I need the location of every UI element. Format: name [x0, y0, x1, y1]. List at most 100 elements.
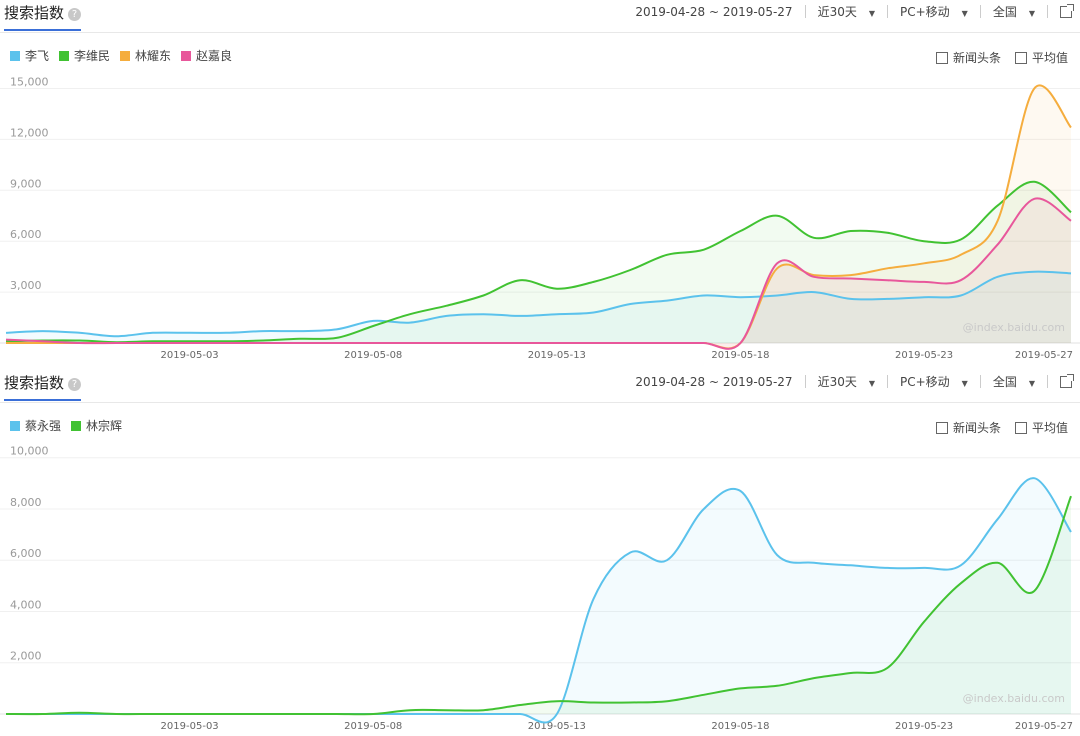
series-area	[6, 478, 1071, 723]
legend-item[interactable]: 蔡永强	[10, 417, 61, 434]
panel-header: 搜索指数? 2019-04-28 ~ 2019-05-27 近30天 ▼ PC+移…	[0, 370, 1080, 403]
x-tick-label: 2019-05-18	[711, 350, 769, 361]
line-chart-1: 15,000 12,000 9,000 6,000 3,000 2019-05-03 201…	[0, 75, 1080, 361]
series-area	[6, 198, 1071, 349]
y-tick-label: 4,000	[10, 598, 42, 611]
series-area	[6, 271, 1071, 343]
panel-header: 搜索指数? 2019-04-28 ~ 2019-05-27 近30天 ▼ PC+移…	[0, 0, 1080, 33]
series-line[interactable]	[5, 197, 1072, 350]
caret-down-icon: ▼	[1028, 379, 1035, 388]
y-tick-label: 10,000	[10, 445, 49, 458]
divider	[804, 375, 806, 388]
legend-swatch	[71, 420, 82, 431]
legend-item[interactable]: 李飞	[10, 47, 49, 64]
device-label: PC+移动	[900, 375, 950, 389]
divider	[1047, 375, 1048, 388]
title-text: 搜索指数	[4, 374, 65, 392]
legend-label: 李维民	[74, 49, 111, 63]
news-checkbox[interactable]: 新闻头条	[935, 49, 1001, 66]
period-label: 近30天	[817, 375, 857, 389]
help-icon[interactable]: ?	[68, 378, 82, 391]
series-line[interactable]	[5, 495, 1072, 716]
region-select[interactable]: 全国 ▼	[993, 3, 1035, 20]
y-tick-label: 6,000	[10, 547, 42, 560]
chart-legend: 蔡永强 林宗辉	[10, 417, 132, 434]
legend-swatch	[10, 420, 20, 431]
x-tick-label: 2019-05-13	[528, 721, 586, 732]
x-tick-label: 2019-05-03	[161, 721, 219, 732]
caret-down-icon: ▼	[1028, 9, 1035, 18]
legend-item[interactable]: 李维民	[59, 47, 110, 64]
y-tick-label: 8,000	[10, 496, 42, 509]
checkbox-box	[1014, 421, 1027, 434]
device-select[interactable]: PC+移动 ▼	[900, 3, 968, 20]
region-label: 全国	[992, 5, 1017, 19]
period-label: 近30天	[817, 5, 857, 19]
panel-controls: 2019-04-28 ~ 2019-05-27 近30天 ▼ PC+移动 ▼ 全国 ▼	[635, 373, 1074, 390]
legend-item[interactable]: 赵嘉良	[181, 47, 232, 64]
series-area	[6, 181, 1071, 343]
legend-swatch	[59, 50, 70, 61]
average-label: 平均值	[1031, 51, 1068, 65]
average-checkbox[interactable]: 平均值	[1014, 419, 1068, 436]
checkbox-box	[935, 421, 948, 434]
legend-item[interactable]: 林耀东	[120, 47, 171, 64]
search-index-panel-1: 15,000 12,000 9,000 6,000 3,000 2019-05-03 201…	[0, 0, 1080, 366]
device-select[interactable]: PC+移动 ▼	[900, 373, 968, 390]
period-select[interactable]: 近30天 ▼	[818, 373, 875, 390]
legend-item[interactable]: 林宗辉	[71, 417, 122, 434]
series-line[interactable]	[5, 270, 1072, 338]
date-range[interactable]: 2019-04-28 ~ 2019-05-27	[635, 374, 793, 389]
legend-label: 赵嘉良	[196, 49, 233, 63]
x-tick-label: 2019-05-18	[711, 721, 769, 732]
legend-swatch	[120, 50, 131, 61]
average-checkbox[interactable]: 平均值	[1014, 49, 1068, 66]
panel-title: 搜索指数?	[4, 2, 82, 31]
checkbox-box	[1014, 51, 1027, 64]
date-range[interactable]: 2019-04-28 ~ 2019-05-27	[635, 4, 793, 19]
divider	[1047, 5, 1048, 18]
region-label: 全国	[992, 375, 1017, 389]
y-tick-label: 9,000	[10, 177, 42, 190]
news-label: 新闻头条	[952, 51, 1001, 65]
divider	[887, 375, 888, 388]
average-label: 平均值	[1031, 421, 1068, 435]
series-line[interactable]	[5, 180, 1072, 344]
x-tick-label: 2019-05-03	[161, 350, 219, 361]
line-chart-2: 10,000 8,000 6,000 4,000 2,000 2019-05-03 2019…	[0, 445, 1080, 732]
external-link-icon[interactable]	[1060, 373, 1074, 388]
x-tick-label: 2019-05-23	[895, 721, 953, 732]
divider	[979, 375, 981, 388]
y-tick-label: 12,000	[10, 126, 49, 139]
title-text: 搜索指数	[4, 4, 65, 22]
chart-legend: 李飞 李维民 林耀东 赵嘉良	[10, 47, 242, 64]
y-tick-label: 15,000	[10, 75, 49, 88]
legend-swatch	[181, 50, 192, 61]
news-checkbox[interactable]: 新闻头条	[935, 419, 1001, 436]
series-area	[6, 85, 1071, 349]
legend-label: 李飞	[25, 49, 50, 63]
caret-down-icon: ▼	[868, 379, 875, 388]
legend-label: 林宗辉	[86, 419, 123, 433]
panel-controls: 2019-04-28 ~ 2019-05-27 近30天 ▼ PC+移动 ▼ 全国 ▼	[635, 3, 1074, 20]
region-select[interactable]: 全国 ▼	[993, 373, 1035, 390]
x-tick-label: 2019-05-27	[1015, 721, 1073, 732]
chart-options: 新闻头条 平均值	[922, 419, 1068, 436]
divider	[804, 5, 806, 18]
legend-label: 蔡永强	[25, 419, 62, 433]
divider	[979, 5, 981, 18]
divider	[887, 5, 888, 18]
chart-options: 新闻头条 平均值	[922, 49, 1068, 66]
panel-title: 搜索指数?	[4, 372, 82, 401]
external-link-icon[interactable]	[1060, 3, 1074, 18]
x-tick-label: 2019-05-08	[344, 721, 402, 732]
caret-down-icon: ▼	[868, 9, 875, 18]
help-icon[interactable]: ?	[68, 8, 82, 21]
device-label: PC+移动	[900, 5, 950, 19]
y-tick-label: 2,000	[10, 650, 42, 663]
checkbox-box	[935, 51, 948, 64]
news-label: 新闻头条	[952, 421, 1001, 435]
period-select[interactable]: 近30天 ▼	[818, 3, 875, 20]
legend-label: 林耀东	[135, 49, 172, 63]
caret-down-icon: ▼	[961, 379, 968, 388]
